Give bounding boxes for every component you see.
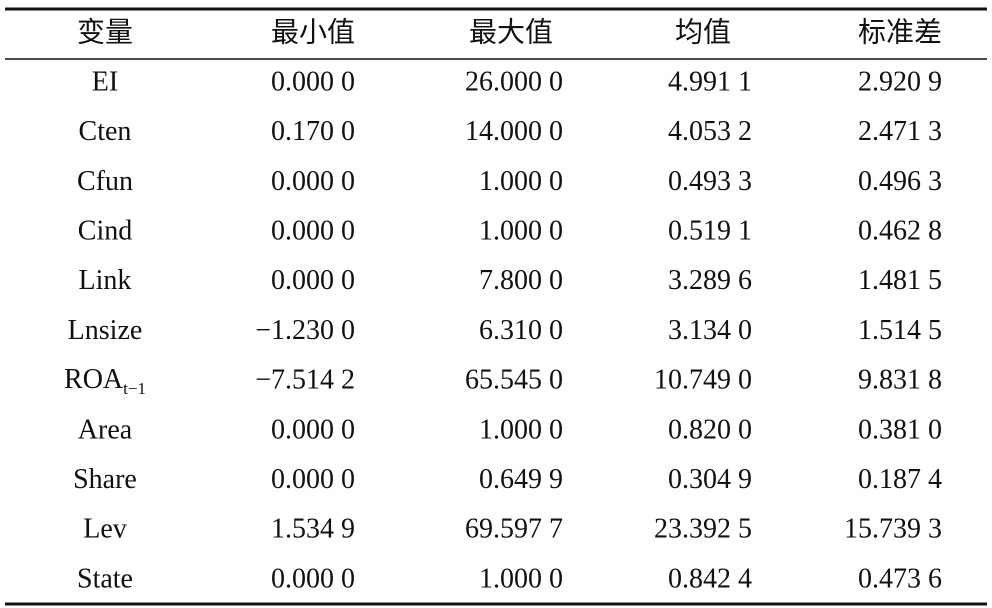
- row-label: Link: [79, 265, 132, 296]
- value-cell: 4.053 2: [668, 116, 752, 147]
- row-label: State: [77, 563, 133, 594]
- value-cell: 1.000 0: [479, 216, 563, 247]
- value-cell: 1.000 0: [479, 563, 563, 594]
- value-cell: 1.481 5: [858, 265, 942, 296]
- row-label: Lnsize: [68, 315, 143, 346]
- header-cell: 最大值: [469, 16, 553, 48]
- value-cell: 14.000 0: [465, 116, 563, 147]
- value-cell: 0.649 9: [479, 464, 563, 495]
- value-cell: 0.000 0: [271, 66, 355, 97]
- row-label: Cfun: [77, 166, 133, 197]
- header-cell: 最小值: [271, 16, 355, 48]
- value-cell: −1.230 0: [255, 315, 355, 346]
- value-cell: 9.831 8: [858, 365, 942, 396]
- row-label: EI: [92, 66, 118, 97]
- value-cell: 15.739 3: [844, 514, 942, 545]
- value-cell: 0.000 0: [271, 216, 355, 247]
- value-cell: 0.493 3: [668, 166, 752, 197]
- row-label: Share: [73, 464, 137, 495]
- header-cell: 标准差: [858, 16, 942, 48]
- row-label: ROAt−1: [64, 365, 146, 398]
- row-label: Area: [78, 414, 133, 445]
- value-cell: 6.310 0: [479, 315, 563, 346]
- value-cell: 69.597 7: [465, 514, 563, 545]
- value-cell: 0.304 9: [668, 464, 752, 495]
- value-cell: 0.187 4: [858, 464, 942, 495]
- label-subscript: t−1: [123, 379, 146, 398]
- value-cell: 23.392 5: [654, 514, 752, 545]
- row-label: Lev: [83, 514, 127, 545]
- value-cell: 1.514 5: [858, 315, 942, 346]
- value-cell: −7.514 2: [255, 365, 355, 396]
- value-cell: 0.496 3: [858, 166, 942, 197]
- value-cell: 3.289 6: [668, 265, 752, 296]
- value-cell: 1.000 0: [479, 166, 563, 197]
- value-cell: 0.000 0: [271, 166, 355, 197]
- value-cell: 0.000 0: [271, 265, 355, 296]
- value-cell: 0.381 0: [858, 414, 942, 445]
- value-cell: 26.000 0: [465, 66, 563, 97]
- header-cell: 均值: [675, 16, 731, 48]
- label-base: ROA: [64, 365, 124, 396]
- value-cell: 2.920 9: [858, 66, 942, 97]
- value-cell: 10.749 0: [654, 365, 752, 396]
- value-cell: 0.473 6: [858, 563, 942, 594]
- value-cell: 2.471 3: [858, 116, 942, 147]
- header-cell: 变量: [77, 16, 133, 48]
- value-cell: 0.462 8: [858, 216, 942, 247]
- value-cell: 0.842 4: [668, 563, 752, 594]
- value-cell: 0.000 0: [271, 414, 355, 445]
- value-cell: 0.170 0: [271, 116, 355, 147]
- value-cell: 4.991 1: [668, 66, 752, 97]
- value-cell: 0.000 0: [271, 464, 355, 495]
- value-cell: 0.519 1: [668, 216, 752, 247]
- value-cell: 1.000 0: [479, 414, 563, 445]
- value-cell: 1.534 9: [271, 514, 355, 545]
- row-label: Cind: [78, 216, 132, 247]
- row-label: Cten: [79, 116, 132, 147]
- value-cell: 3.134 0: [668, 315, 752, 346]
- value-cell: 0.820 0: [668, 414, 752, 445]
- value-cell: 65.545 0: [465, 365, 563, 396]
- value-cell: 7.800 0: [479, 265, 563, 296]
- value-cell: 0.000 0: [271, 563, 355, 594]
